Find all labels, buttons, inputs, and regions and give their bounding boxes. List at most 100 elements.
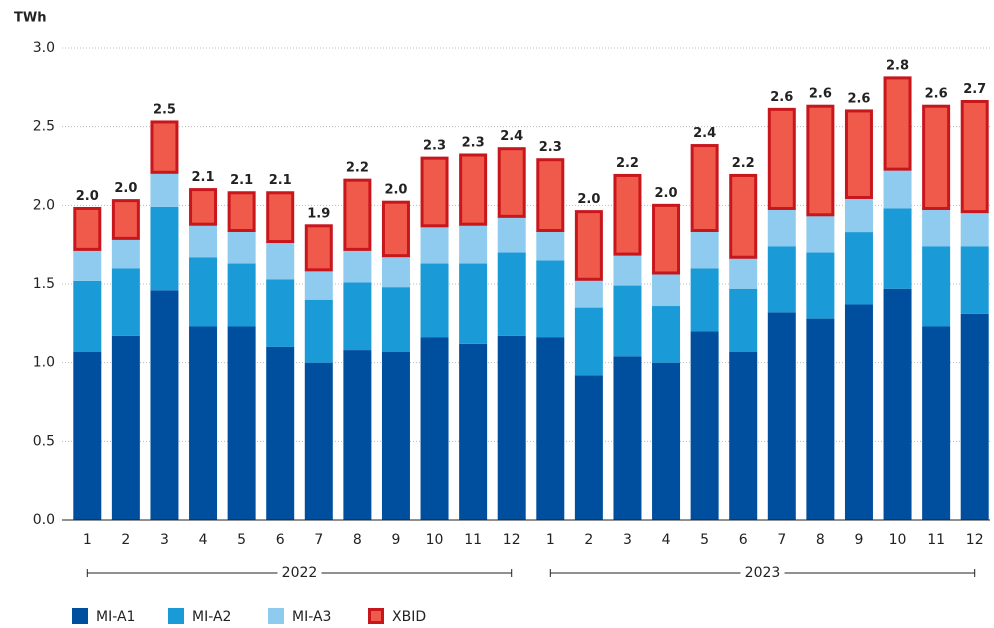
y-tick-label: 1.5 [33, 276, 55, 292]
x-tick-label: 9 [391, 532, 400, 548]
x-tick-label: 8 [353, 532, 362, 548]
bar-segment [960, 246, 989, 314]
total-label: 2.1 [230, 173, 253, 188]
x-tick-label: 12 [503, 532, 521, 548]
bar-segment [266, 279, 295, 347]
bar-segment [189, 326, 218, 520]
x-tick-label: 11 [927, 532, 945, 548]
bar-segment [806, 318, 835, 520]
total-label: 2.3 [462, 135, 485, 150]
bar-segment [844, 232, 873, 305]
bar-segment [922, 104, 951, 210]
bar-segment [227, 263, 256, 327]
total-label: 2.5 [153, 102, 176, 117]
legend-label: MI-A2 [192, 609, 231, 625]
x-tick-label: 2 [121, 532, 130, 548]
bar-segment [189, 224, 218, 258]
total-label: 2.2 [346, 161, 369, 176]
bar-segment [844, 197, 873, 233]
bar-segment [767, 107, 796, 210]
bar-segment [574, 279, 603, 308]
bar-segment [381, 287, 410, 352]
bar-segment [960, 211, 989, 247]
bar-segment [189, 257, 218, 327]
bar-segment [420, 225, 449, 264]
group-label-bg [277, 564, 322, 582]
bar-segment [767, 312, 796, 520]
bar-segment [922, 246, 951, 327]
bar-segment [806, 104, 835, 217]
bar-segment [111, 335, 140, 520]
total-label: 1.9 [307, 206, 330, 221]
bar-segment [150, 290, 179, 520]
bar-segment [459, 343, 488, 520]
bar-segment [652, 203, 681, 275]
bar-segment [266, 346, 295, 520]
bar-segment [304, 362, 333, 520]
bar-segment [536, 158, 565, 233]
bar-segment [343, 282, 372, 351]
legend-swatch [72, 608, 88, 624]
legend-swatch [368, 608, 384, 624]
bar-segment [652, 306, 681, 363]
bar-segment [613, 254, 642, 286]
legend-label: MI-A3 [292, 609, 331, 625]
x-tick-label: 3 [623, 532, 632, 548]
total-label: 2.4 [500, 129, 523, 144]
bar-segment [459, 153, 488, 226]
bar-segment [381, 200, 410, 258]
bar-segment [266, 191, 295, 244]
bar-segment [73, 206, 102, 251]
x-tick-label: 7 [314, 532, 323, 548]
total-label: 2.0 [384, 183, 407, 198]
bar-segment [343, 178, 372, 251]
bar-segment [806, 252, 835, 319]
bar-segment [690, 144, 719, 233]
bar-segment [343, 249, 372, 283]
bar-segment [266, 241, 295, 280]
x-tick-label: 3 [160, 532, 169, 548]
x-tick-label: 5 [700, 532, 709, 548]
bar-segment [844, 304, 873, 520]
bar-segment [304, 299, 333, 363]
bar-segment [150, 120, 179, 174]
total-label: 2.4 [693, 126, 716, 141]
bar-segment [883, 288, 912, 520]
legend-label: MI-A1 [96, 609, 135, 625]
y-tick-label: 2.5 [33, 119, 55, 135]
bar-segment [690, 230, 719, 269]
x-tick-label: 5 [237, 532, 246, 548]
bar-segment [729, 257, 758, 289]
bar-segment [381, 351, 410, 520]
x-tick-label: 11 [464, 532, 482, 548]
total-label: 2.7 [963, 82, 986, 97]
bar-segment [729, 351, 758, 520]
y-tick-label: 2.0 [33, 197, 55, 213]
bar-segment [574, 210, 603, 281]
total-label: 2.6 [925, 87, 948, 102]
x-tick-label: 4 [662, 532, 671, 548]
x-tick-label: 9 [854, 532, 863, 548]
bar-segment [613, 173, 642, 256]
bar-segment [73, 280, 102, 352]
x-tick-label: 7 [777, 532, 786, 548]
bar-segment [227, 191, 256, 233]
bar-segment [574, 307, 603, 376]
bar-segment [613, 285, 642, 357]
x-tick-label: 1 [546, 532, 555, 548]
bar-segment [690, 331, 719, 520]
bar-segment [73, 351, 102, 520]
bar-segment [883, 169, 912, 209]
total-label: 2.6 [770, 90, 793, 105]
x-tick-label: 1 [83, 532, 92, 548]
bar-segment [497, 252, 526, 336]
bar-segment [420, 263, 449, 338]
bar-segment [536, 230, 565, 261]
x-tick-label: 8 [816, 532, 825, 548]
bar-segment [111, 268, 140, 336]
x-tick-label: 6 [276, 532, 285, 548]
bar-segment [111, 238, 140, 269]
bar-segment [729, 288, 758, 352]
total-label: 2.2 [732, 156, 755, 171]
